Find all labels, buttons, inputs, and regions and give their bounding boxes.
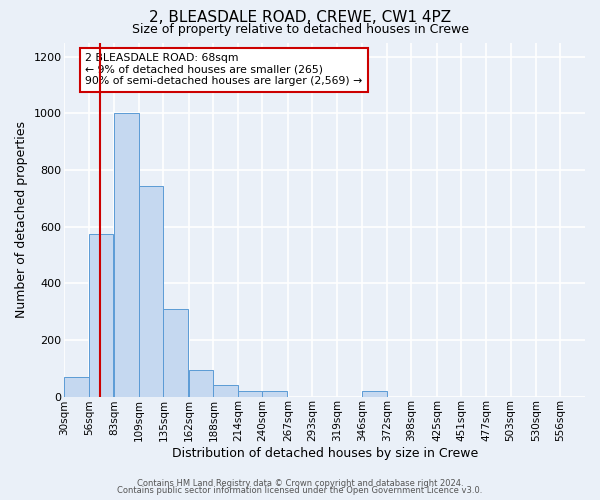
Bar (115, 114, 139, 397)
X-axis label: Distribution of detached houses by size in Crewe: Distribution of detached houses by size … (172, 447, 478, 460)
Bar (238, 392, 262, 396)
Text: Contains public sector information licensed under the Open Government Licence v3: Contains public sector information licen… (118, 486, 482, 495)
Bar (64, 376, 89, 396)
Bar (89, 234, 113, 396)
Bar (362, 392, 387, 396)
Bar (262, 392, 287, 396)
Bar (163, 308, 188, 396)
Text: 2 BLEASDALE ROAD: 68sqm
← 9% of detached houses are smaller (265)
90% of semi-de: 2 BLEASDALE ROAD: 68sqm ← 9% of detached… (85, 53, 362, 86)
Text: Size of property relative to detached houses in Crewe: Size of property relative to detached ho… (131, 22, 469, 36)
Y-axis label: Number of detached properties: Number of detached properties (15, 121, 28, 318)
Bar (139, 186, 163, 396)
Bar (214, 385, 238, 396)
Text: 2, BLEASDALE ROAD, CREWE, CW1 4PZ: 2, BLEASDALE ROAD, CREWE, CW1 4PZ (149, 10, 451, 25)
Bar (189, 370, 214, 396)
Text: Contains HM Land Registry data © Crown copyright and database right 2024.: Contains HM Land Registry data © Crown c… (137, 478, 463, 488)
